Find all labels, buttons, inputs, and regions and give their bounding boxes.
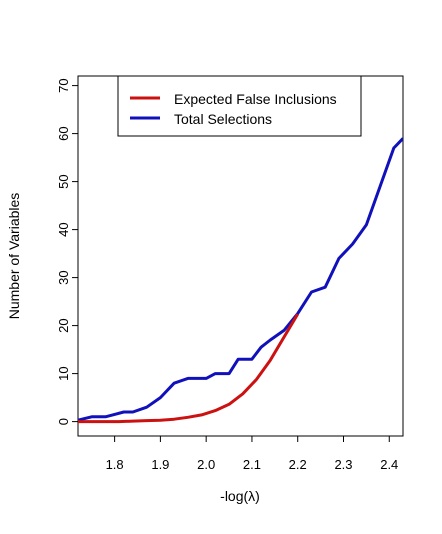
y-tick-label: 60 xyxy=(56,126,71,140)
x-tick-label: 1.8 xyxy=(106,457,124,472)
y-axis-title: Number of Variables xyxy=(6,193,22,320)
legend: Expected False Inclusions Total Selectio… xyxy=(117,75,362,137)
x-tick-label: 2.1 xyxy=(243,457,261,472)
y-tick-label: 0 xyxy=(56,418,71,425)
legend-label-total-selections: Total Selections xyxy=(174,111,272,127)
x-axis-title: -log(λ) xyxy=(220,488,260,504)
y-tick-label: 70 xyxy=(56,78,71,92)
series-layer xyxy=(78,137,403,424)
x-tick-label: 1.9 xyxy=(151,457,169,472)
series-line-0 xyxy=(78,313,299,424)
x-tick-label: 2.0 xyxy=(197,457,215,472)
x-tick-label: 2.2 xyxy=(289,457,307,472)
series-line-1 xyxy=(78,137,403,422)
x-tick-label: 2.3 xyxy=(334,457,352,472)
x-tick-label: 2.4 xyxy=(380,457,398,472)
y-tick-label: 50 xyxy=(56,174,71,188)
y-tick-label: 20 xyxy=(56,318,71,332)
y-tick-label: 10 xyxy=(56,366,71,380)
x-axis: 1.8 1.9 2.0 2.1 2.2 2.3 2.4 xyxy=(106,436,398,472)
y-tick-label: 40 xyxy=(56,222,71,236)
legend-box xyxy=(117,75,362,137)
legend-label-expected-false-inclusions: Expected False Inclusions xyxy=(174,91,337,107)
y-axis: 0 10 20 30 40 50 60 70 xyxy=(56,78,78,425)
y-tick-label: 30 xyxy=(56,270,71,284)
